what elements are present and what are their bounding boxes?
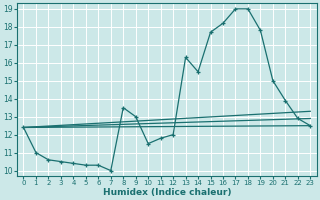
X-axis label: Humidex (Indice chaleur): Humidex (Indice chaleur) bbox=[103, 188, 231, 197]
